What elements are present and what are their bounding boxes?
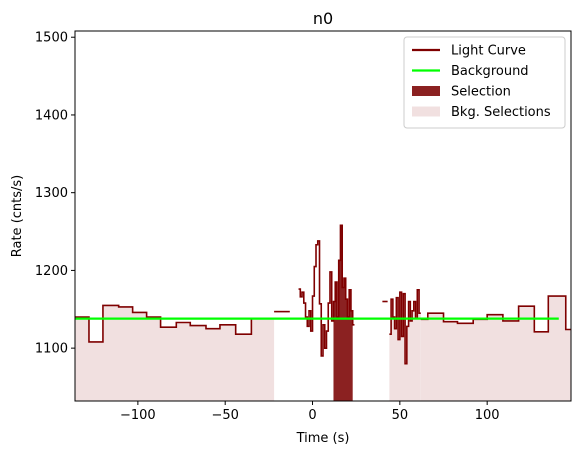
plot-area (75, 224, 571, 401)
x-tick-label: −100 (120, 408, 156, 423)
legend: Light Curve Background Selection Bkg. Selec… (403, 36, 566, 129)
y-axis-label: Rate (cnts/s) (10, 175, 25, 258)
legend-label-1: Background (451, 64, 529, 79)
x-tick-label: 100 (475, 408, 500, 423)
light-curve-segment-5 (420, 295, 571, 333)
y-tick-label: 1400 (35, 108, 68, 123)
light-curve-segment-4 (389, 289, 421, 365)
plot-frame (74, 30, 572, 402)
x-axis-ticks: −100 −50 0 50 100 (120, 401, 500, 423)
legend-swatch-2 (412, 86, 440, 96)
x-tick-label: 50 (392, 408, 409, 423)
chart-title: n0 (313, 9, 333, 28)
light-curve-segment-0 (75, 304, 275, 343)
y-tick-label: 1500 (35, 31, 68, 46)
bkg-selection-fill-0-0 (75, 305, 275, 401)
x-tick-label: 0 (308, 408, 316, 423)
bkg-selection-fill-1-5 (420, 296, 571, 401)
x-tick-label: −50 (211, 408, 238, 423)
legend-swatch-3 (412, 106, 440, 117)
selection-fill-2 (333, 225, 353, 401)
x-axis-label: Time (s) (296, 431, 350, 446)
y-axis-ticks: 1100 1200 1300 1400 1500 (35, 31, 75, 357)
y-tick-label: 1100 (35, 342, 68, 357)
light-curve-layer (75, 224, 571, 365)
legend-label-3: Bkg. Selections (451, 105, 551, 120)
legend-box (403, 36, 566, 129)
selection-layer (333, 225, 353, 401)
legend-label-2: Selection (451, 85, 511, 100)
light-curve-segment-2 (298, 224, 355, 357)
y-tick-label: 1200 (35, 264, 68, 279)
legend-label-0: Light Curve (451, 44, 526, 59)
y-tick-label: 1300 (35, 186, 68, 201)
